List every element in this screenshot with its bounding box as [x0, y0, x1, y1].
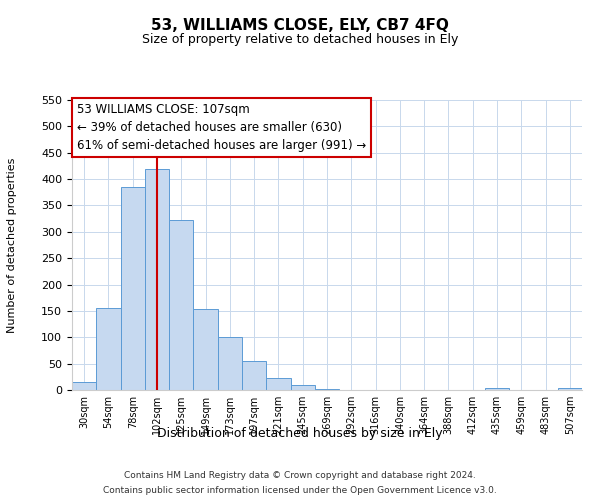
- Bar: [145, 168, 169, 390]
- Text: 53 WILLIAMS CLOSE: 107sqm
← 39% of detached houses are smaller (630)
61% of semi: 53 WILLIAMS CLOSE: 107sqm ← 39% of detac…: [77, 103, 367, 152]
- Text: Number of detached properties: Number of detached properties: [7, 158, 17, 332]
- Text: Contains HM Land Registry data © Crown copyright and database right 2024.: Contains HM Land Registry data © Crown c…: [124, 471, 476, 480]
- Text: Size of property relative to detached houses in Ely: Size of property relative to detached ho…: [142, 32, 458, 46]
- Bar: [266, 378, 290, 390]
- Text: Contains public sector information licensed under the Open Government Licence v3: Contains public sector information licen…: [103, 486, 497, 495]
- Bar: [72, 382, 96, 390]
- Bar: [218, 338, 242, 390]
- Bar: [315, 389, 339, 390]
- Bar: [169, 220, 193, 390]
- Bar: [193, 310, 218, 390]
- Bar: [558, 388, 582, 390]
- Text: Distribution of detached houses by size in Ely: Distribution of detached houses by size …: [157, 428, 443, 440]
- Bar: [290, 384, 315, 390]
- Bar: [242, 361, 266, 390]
- Bar: [96, 308, 121, 390]
- Bar: [121, 187, 145, 390]
- Text: 53, WILLIAMS CLOSE, ELY, CB7 4FQ: 53, WILLIAMS CLOSE, ELY, CB7 4FQ: [151, 18, 449, 32]
- Bar: [485, 388, 509, 390]
